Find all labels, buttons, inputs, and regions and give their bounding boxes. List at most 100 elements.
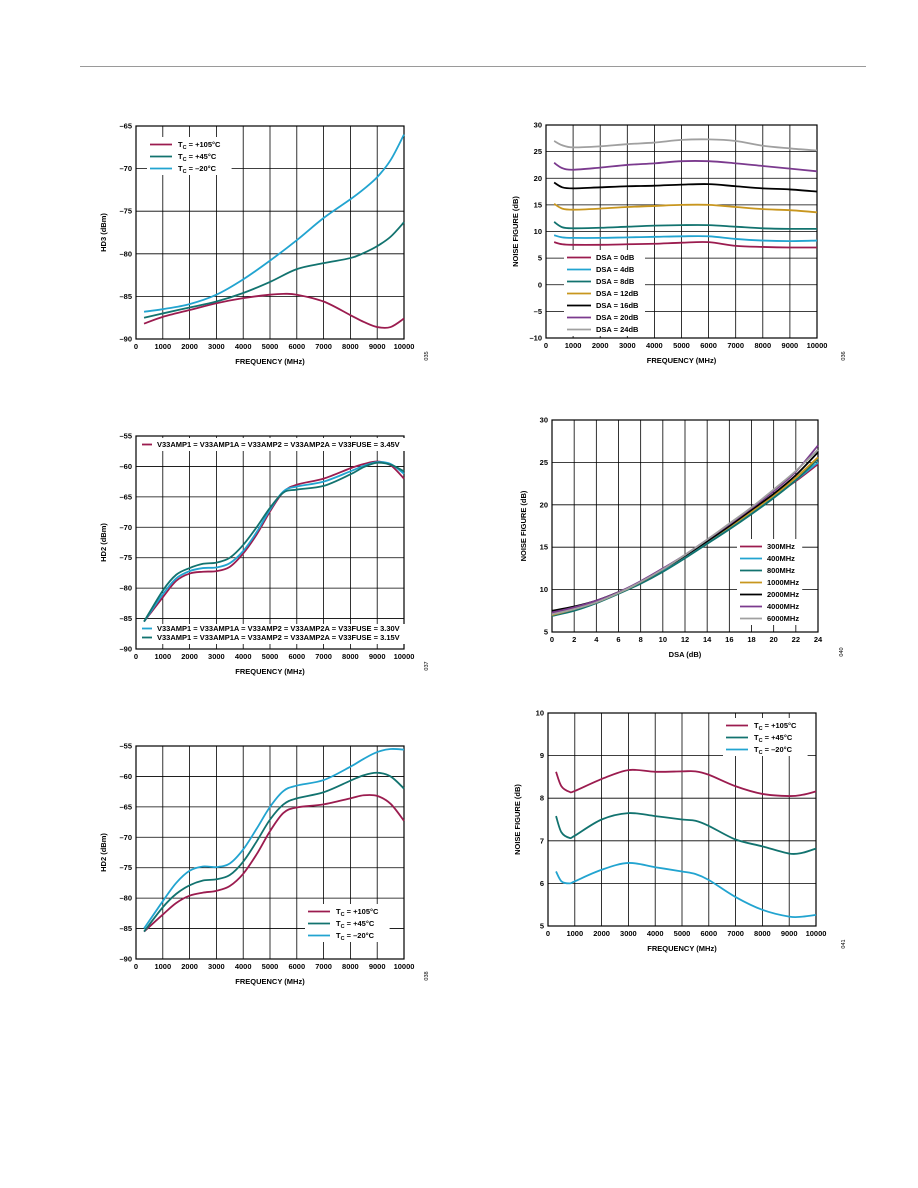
series-line: [553, 221, 818, 230]
x-tick-label: 22: [792, 635, 800, 644]
figure-id: 040: [839, 647, 845, 656]
series-line: [555, 862, 817, 919]
x-tick-label: 3000: [208, 342, 225, 351]
y-axis-label: NOISE FIGURE (dB): [513, 784, 522, 855]
y-tick-label: 25: [534, 147, 542, 156]
x-tick-label: 10000: [806, 929, 827, 938]
legend-label: DSA = 16dB: [596, 301, 639, 310]
series-line: [143, 794, 405, 933]
x-tick-label: 10000: [807, 341, 828, 350]
plot-frame: [135, 435, 405, 650]
x-axis-label: FREQUENCY (MHz): [235, 357, 305, 366]
y-tick-label: –65: [119, 802, 132, 811]
x-tick-label: 0: [546, 929, 550, 938]
y-tick-label: 15: [534, 200, 542, 209]
x-tick-label: 7000: [727, 929, 744, 938]
x-axis-label: FREQUENCY (MHz): [235, 667, 305, 676]
noise-figure-vs-frequency-by-dsa-chart: 0 1000 2000 3000 4000 5000 6000 7000 8000 9000 100…: [511, 121, 847, 366]
x-tick-label: 3000: [619, 341, 636, 350]
y-tick-label: –75: [119, 207, 132, 216]
x-tick-label: 8: [639, 635, 643, 644]
x-tick-label: 6000: [700, 341, 717, 350]
series-line: [143, 771, 405, 933]
x-tick-label: 8000: [754, 929, 771, 938]
legend-background: [139, 624, 423, 644]
legend-label: TC = +105°C: [336, 907, 379, 918]
x-axis-label: FREQUENCY (MHz): [647, 944, 717, 953]
plot-frame: [547, 712, 817, 927]
y-tick-label: 30: [534, 121, 542, 130]
plot-frame: [545, 124, 818, 339]
x-axis-label: FREQUENCY (MHz): [235, 977, 305, 986]
x-tick-label: 9000: [781, 929, 798, 938]
hd2-vs-frequency-by-supply-chart: 0 1000 2000 3000 4000 5000 6000 7000 8000 9000 100…: [99, 432, 430, 677]
y-tick-label: –60: [119, 462, 132, 471]
legend-label: TC = +105°C: [754, 721, 797, 732]
hd3-vs-frequency-chart: 0 1000 2000 3000 4000 5000 6000 7000 8000 9000 100…: [99, 122, 430, 367]
x-axis-label: FREQUENCY (MHz): [647, 356, 717, 365]
y-tick-label: –60: [119, 772, 132, 781]
legend-label: TC = –20°C: [336, 931, 375, 942]
x-tick-label: 7000: [315, 652, 332, 661]
x-tick-label: 1000: [566, 929, 583, 938]
x-tick-label: 18: [747, 635, 755, 644]
legend-label: V33AMP1 = V33AMP1A = V33AMP2 = V33AMP2A …: [157, 633, 400, 642]
y-tick-label: –65: [119, 492, 132, 501]
y-tick-label: –80: [119, 894, 132, 903]
series-line: [553, 203, 818, 214]
series-line: [553, 138, 818, 152]
x-tick-label: 5000: [673, 341, 690, 350]
legend-label: TC = +45°C: [178, 152, 217, 163]
y-tick-label: –80: [119, 249, 132, 258]
x-tick-label: 6000: [288, 962, 305, 971]
x-tick-label: 8000: [754, 341, 771, 350]
legend-label: DSA = 0dB: [596, 253, 635, 262]
x-tick-label: 1000: [154, 962, 171, 971]
x-tick-label: 4000: [646, 341, 663, 350]
y-tick-label: 5: [544, 628, 548, 637]
x-tick-label: 9000: [782, 341, 799, 350]
series-line: [143, 461, 405, 623]
x-tick-label: 0: [550, 635, 554, 644]
x-tick-label: 8000: [342, 652, 359, 661]
x-tick-label: 16: [725, 635, 733, 644]
y-tick-label: 10: [534, 227, 542, 236]
x-tick-label: 8000: [342, 342, 359, 351]
x-tick-label: 3000: [208, 652, 225, 661]
y-tick-label: –85: [119, 292, 132, 301]
y-tick-label: –55: [119, 742, 132, 751]
y-tick-label: –70: [119, 164, 132, 173]
x-tick-label: 9000: [369, 962, 386, 971]
y-tick-label: 8: [540, 794, 544, 803]
y-tick-label: –75: [119, 553, 132, 562]
x-tick-label: 6000: [288, 342, 305, 351]
x-tick-label: 12: [681, 635, 689, 644]
legend-label: TC = –20°C: [178, 164, 217, 175]
x-tick-label: 20: [769, 635, 777, 644]
figure-id: 036: [841, 351, 847, 360]
y-axis-label: HD2 (dBm): [99, 833, 108, 872]
x-tick-label: 2000: [592, 341, 609, 350]
legend-label: V33AMP1 = V33AMP1A = V33AMP2 = V33AMP2A …: [157, 440, 400, 449]
y-tick-label: 9: [540, 751, 544, 760]
y-tick-label: 30: [540, 416, 548, 425]
y-tick-label: 10: [540, 585, 548, 594]
y-tick-label: 0: [538, 280, 542, 289]
legend-background: [139, 438, 423, 451]
x-tick-label: 0: [134, 342, 138, 351]
y-tick-label: –5: [534, 307, 542, 316]
series-line: [553, 160, 818, 173]
plot-frame: [135, 125, 405, 340]
legend-label: V33AMP1 = V33AMP1A = V33AMP2 = V33AMP2A …: [157, 624, 400, 633]
x-tick-label: 5000: [262, 652, 279, 661]
legend-label: DSA = 20dB: [596, 313, 639, 322]
x-tick-label: 2000: [181, 342, 198, 351]
legend-label: DSA = 24dB: [596, 325, 639, 334]
y-tick-label: 25: [540, 458, 548, 467]
noise-figure-vs-frequency-by-temperature-chart: 0 1000 2000 3000 4000 5000 6000 7000 8000 9000 100…: [513, 709, 847, 954]
y-tick-label: –85: [119, 924, 132, 933]
x-tick-label: 8000: [342, 962, 359, 971]
y-tick-label: –55: [119, 432, 132, 441]
x-tick-label: 10000: [394, 962, 415, 971]
